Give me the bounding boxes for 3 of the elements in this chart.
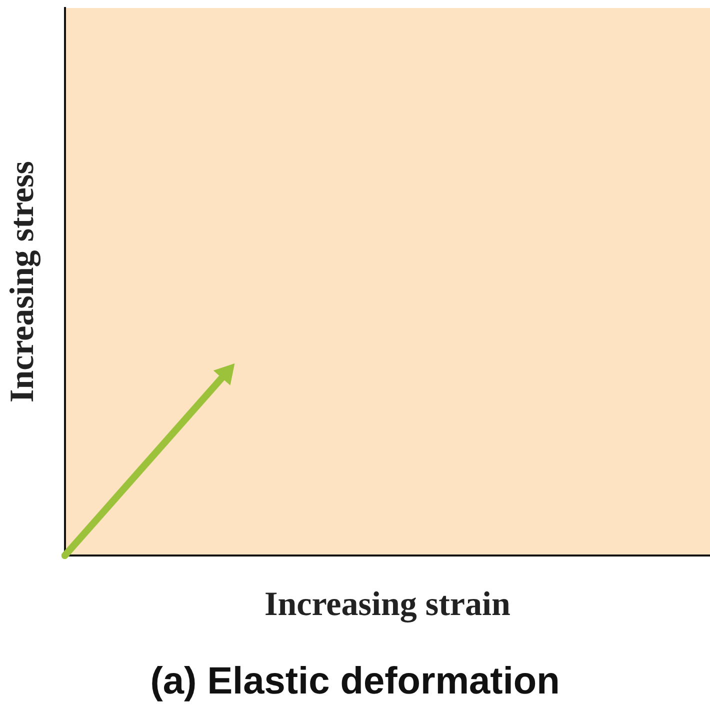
- y-axis-title: Increasing stress: [4, 161, 42, 403]
- x-axis-title: Increasing strain: [264, 586, 510, 623]
- text: (a) Elastic deformation: [150, 660, 560, 703]
